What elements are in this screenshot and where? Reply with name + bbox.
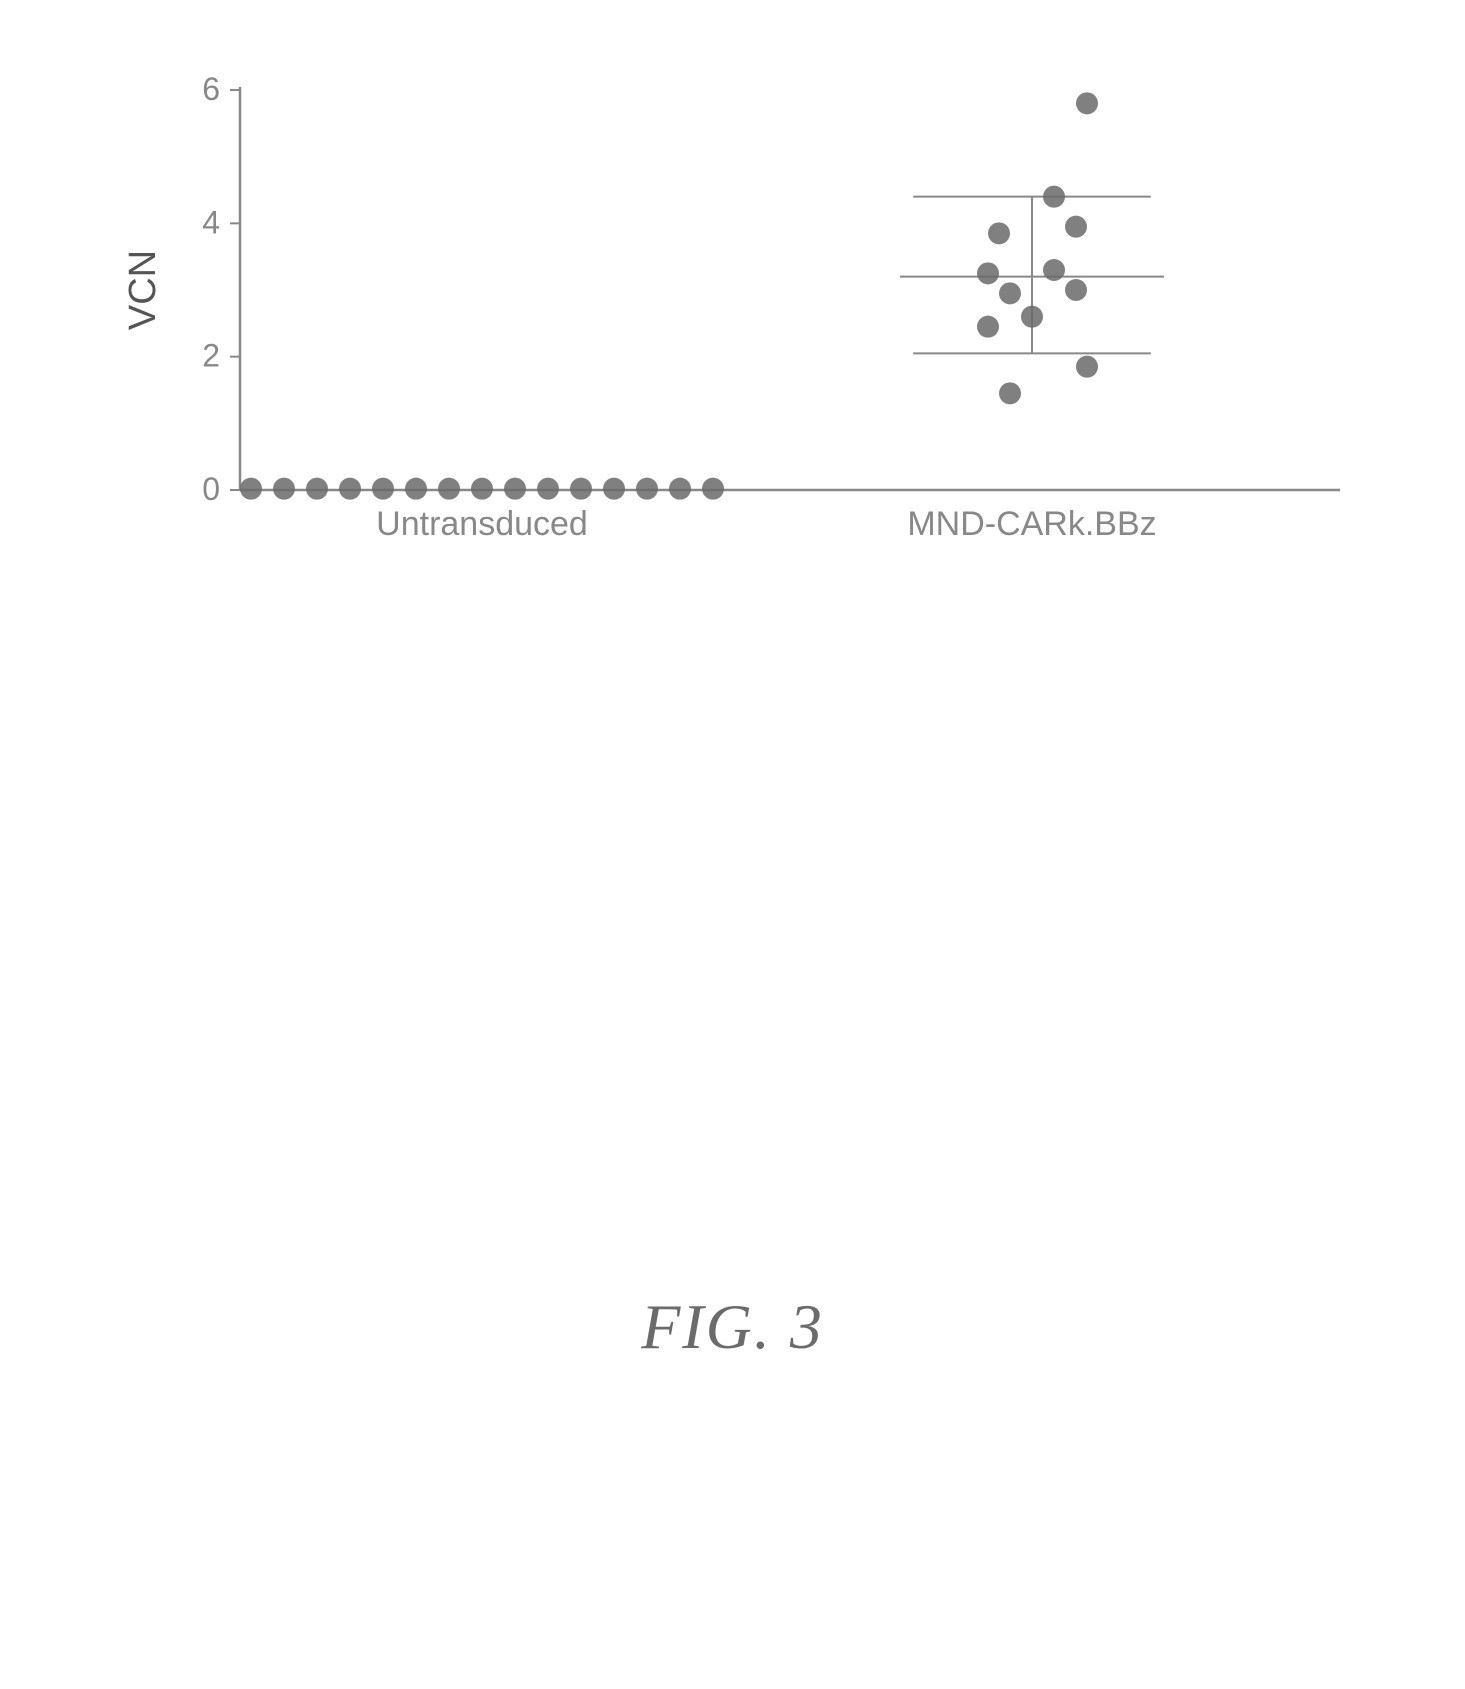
- y-tick-label: 0: [202, 471, 220, 507]
- chart-svg: 0 2 4 6 VCN Untransduced MND-CARk.BBz: [120, 50, 1360, 570]
- data-point: [999, 282, 1021, 304]
- figure-caption: FIG. 3: [641, 1290, 824, 1364]
- data-point: [471, 478, 493, 500]
- data-point: [977, 262, 999, 284]
- data-point: [372, 478, 394, 500]
- data-point: [306, 478, 328, 500]
- y-tick-label: 6: [202, 71, 220, 107]
- data-point: [1043, 259, 1065, 281]
- data-point: [1065, 216, 1087, 238]
- data-point: [1076, 92, 1098, 114]
- data-point: [537, 478, 559, 500]
- data-point: [1065, 279, 1087, 301]
- data-point: [504, 478, 526, 500]
- y-axis-label: VCN: [122, 250, 164, 330]
- data-point: [669, 478, 691, 500]
- data-point: [636, 478, 658, 500]
- data-point: [702, 478, 724, 500]
- data-point: [1043, 186, 1065, 208]
- data-point: [405, 478, 427, 500]
- data-point: [273, 478, 295, 500]
- data-point: [603, 478, 625, 500]
- data-point: [988, 222, 1010, 244]
- category-label: Untransduced: [376, 505, 588, 543]
- y-tick-label: 4: [202, 204, 220, 240]
- data-point: [977, 316, 999, 338]
- data-point: [1076, 356, 1098, 378]
- vcn-scatter-chart: 0 2 4 6 VCN Untransduced MND-CARk.BBz: [120, 50, 1360, 570]
- y-tick-label: 2: [202, 338, 220, 374]
- data-point: [1021, 306, 1043, 328]
- data-point: [339, 478, 361, 500]
- data-point: [570, 478, 592, 500]
- data-point: [999, 382, 1021, 404]
- data-point: [438, 478, 460, 500]
- data-point: [240, 478, 262, 500]
- category-label: MND-CARk.BBz: [907, 505, 1156, 543]
